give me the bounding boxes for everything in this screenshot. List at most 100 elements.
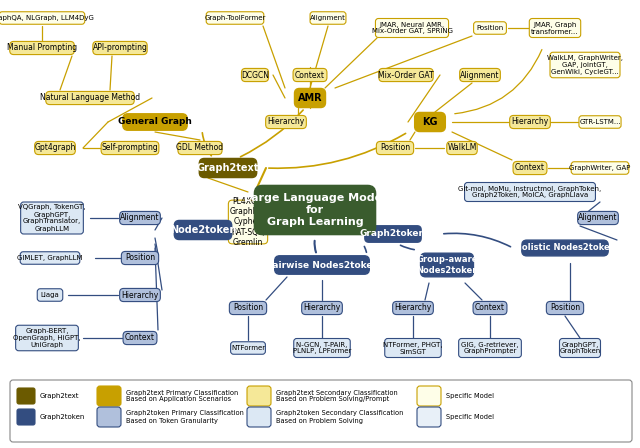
Text: Node2token: Node2token <box>170 225 236 235</box>
FancyBboxPatch shape <box>447 142 477 155</box>
Text: Hierarchy: Hierarchy <box>268 117 305 126</box>
Text: Graph2text Primary Classification
Based on Application Scenarios: Graph2text Primary Classification Based … <box>126 389 238 402</box>
Text: Position: Position <box>125 254 155 263</box>
FancyBboxPatch shape <box>294 88 326 108</box>
Text: Alignment: Alignment <box>120 214 160 223</box>
Text: GDL Method: GDL Method <box>177 143 223 152</box>
Text: Graph2text Secondary Classification
Based on Problem Solving/Prompt: Graph2text Secondary Classification Base… <box>276 389 397 402</box>
FancyBboxPatch shape <box>46 91 134 104</box>
FancyBboxPatch shape <box>20 252 80 264</box>
FancyBboxPatch shape <box>178 142 222 155</box>
Text: Git-mol, MoMu, Instructmol, GraphToken,
Graph2Token, MolCA, GraphLlava: Git-mol, MoMu, Instructmol, GraphToken, … <box>458 185 602 198</box>
FancyBboxPatch shape <box>10 380 632 442</box>
Text: Graph2token Primary Classification
Based on Token Granularity: Graph2token Primary Classification Based… <box>126 410 244 423</box>
Text: Hierarchy: Hierarchy <box>303 303 340 313</box>
Text: NTFormer: NTFormer <box>231 345 265 351</box>
Text: Graph-BERT,
OpenGraph, HiGPT,
UniGraph: Graph-BERT, OpenGraph, HiGPT, UniGraph <box>13 328 81 348</box>
Text: Position: Position <box>476 25 504 31</box>
FancyBboxPatch shape <box>17 409 35 425</box>
FancyBboxPatch shape <box>379 69 433 82</box>
FancyBboxPatch shape <box>123 114 187 130</box>
Text: Context: Context <box>515 164 545 172</box>
Text: JMAR, Graph
transformer...: JMAR, Graph transformer... <box>531 22 579 34</box>
Text: Specific Model: Specific Model <box>446 414 494 420</box>
Text: Graph2token Secondary Classification
Based on Problem Solving: Graph2token Secondary Classification Bas… <box>276 410 403 423</box>
Text: Position: Position <box>380 143 410 152</box>
Text: DCGCN: DCGCN <box>241 70 269 79</box>
Text: PL4XGL,
GraphML,
Cypher,
RAT-SQL,
Gremlin: PL4XGL, GraphML, Cypher, RAT-SQL, Gremli… <box>230 197 266 247</box>
Text: Graph2text: Graph2text <box>40 393 79 399</box>
FancyBboxPatch shape <box>365 226 421 242</box>
FancyBboxPatch shape <box>529 18 580 38</box>
FancyBboxPatch shape <box>255 185 376 235</box>
FancyBboxPatch shape <box>572 162 629 174</box>
FancyBboxPatch shape <box>247 386 271 406</box>
Text: GraphQA, NLGraph, LLM4DyG: GraphQA, NLGraph, LLM4DyG <box>0 15 94 21</box>
Text: Context: Context <box>475 303 505 313</box>
Text: Hierarchy: Hierarchy <box>122 290 159 300</box>
FancyBboxPatch shape <box>120 211 161 224</box>
FancyBboxPatch shape <box>101 142 159 155</box>
Text: Position: Position <box>233 303 263 313</box>
FancyBboxPatch shape <box>376 142 413 155</box>
FancyBboxPatch shape <box>547 302 584 314</box>
Text: Alignment: Alignment <box>460 70 500 79</box>
Text: API-prompting: API-prompting <box>93 43 147 52</box>
FancyBboxPatch shape <box>266 116 307 129</box>
Text: Manual Prompting: Manual Prompting <box>7 43 77 52</box>
Text: N-GCN, T-PAIR,
PLNLP, LPFormer: N-GCN, T-PAIR, PLNLP, LPFormer <box>293 341 351 354</box>
FancyBboxPatch shape <box>376 18 449 38</box>
FancyBboxPatch shape <box>199 159 257 177</box>
Text: Graph2token: Graph2token <box>360 229 426 238</box>
FancyBboxPatch shape <box>15 325 78 351</box>
Text: Hierarchy: Hierarchy <box>394 303 431 313</box>
Text: Alignment: Alignment <box>579 214 618 223</box>
Text: GraphWriter, GAP: GraphWriter, GAP <box>570 165 630 171</box>
Text: Context: Context <box>295 70 325 79</box>
FancyBboxPatch shape <box>310 12 346 24</box>
FancyBboxPatch shape <box>35 142 76 155</box>
FancyBboxPatch shape <box>578 211 618 224</box>
Text: Mix-Order GAT: Mix-Order GAT <box>378 70 434 79</box>
Text: VQGraph, TokenGT,
GraphGPT,
GraphTranslator,
GraphLLM: VQGraph, TokenGT, GraphGPT, GraphTransla… <box>19 204 86 232</box>
FancyBboxPatch shape <box>385 339 441 358</box>
FancyBboxPatch shape <box>247 407 271 427</box>
Text: Self-prompting: Self-prompting <box>102 143 158 152</box>
Text: Context: Context <box>125 333 155 343</box>
Text: GIG, G-retriever,
GraphPrompter: GIG, G-retriever, GraphPrompter <box>461 341 519 354</box>
FancyBboxPatch shape <box>123 332 157 345</box>
FancyBboxPatch shape <box>522 240 608 256</box>
FancyBboxPatch shape <box>37 289 63 301</box>
Text: GIMLET, GraphLLM: GIMLET, GraphLLM <box>17 255 83 261</box>
FancyBboxPatch shape <box>509 116 550 129</box>
FancyBboxPatch shape <box>17 388 35 404</box>
Text: Natural Language Method: Natural Language Method <box>40 94 140 103</box>
Text: WalkLM: WalkLM <box>447 143 477 152</box>
Text: General Graph: General Graph <box>118 117 192 126</box>
Text: Specific Model: Specific Model <box>446 393 494 399</box>
FancyBboxPatch shape <box>230 342 266 354</box>
FancyBboxPatch shape <box>93 41 147 55</box>
FancyBboxPatch shape <box>579 116 621 128</box>
FancyBboxPatch shape <box>0 12 84 24</box>
Text: Hierarchy: Hierarchy <box>511 117 548 126</box>
Text: Position: Position <box>550 303 580 313</box>
FancyBboxPatch shape <box>559 339 600 358</box>
FancyBboxPatch shape <box>293 69 327 82</box>
FancyBboxPatch shape <box>241 69 269 82</box>
Text: NTFormer, PHGT,
SimSGT: NTFormer, PHGT, SimSGT <box>383 341 443 354</box>
Text: Gpt4graph: Gpt4graph <box>35 143 76 152</box>
FancyBboxPatch shape <box>420 253 474 277</box>
FancyBboxPatch shape <box>206 12 264 24</box>
Text: Graph2text: Graph2text <box>197 163 259 173</box>
FancyBboxPatch shape <box>417 386 441 406</box>
Text: Graph2token: Graph2token <box>40 414 85 420</box>
FancyBboxPatch shape <box>275 256 369 274</box>
Text: AMR: AMR <box>298 93 323 103</box>
FancyBboxPatch shape <box>301 302 342 314</box>
Text: Graph-ToolFormer: Graph-ToolFormer <box>204 15 266 21</box>
Text: WalkLM, GraphWriter,
GAP, jointGT,
GenWiki, CycleGT...: WalkLM, GraphWriter, GAP, jointGT, GenWi… <box>547 55 623 75</box>
Text: Large Language Model
for
Graph Learning: Large Language Model for Graph Learning <box>244 194 386 227</box>
FancyBboxPatch shape <box>550 52 620 78</box>
Text: JMAR, Neural AMR,
Mix-Order GAT, SPRING: JMAR, Neural AMR, Mix-Order GAT, SPRING <box>371 22 452 34</box>
